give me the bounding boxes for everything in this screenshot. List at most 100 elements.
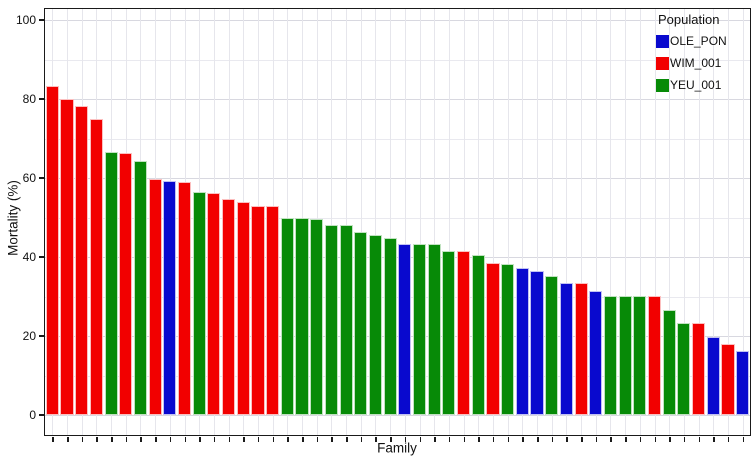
x-axis-tick — [404, 437, 407, 442]
bar-yeu_001 — [310, 218, 324, 415]
bar-wim_001 — [486, 262, 500, 415]
bar-slot — [265, 9, 280, 442]
x-axis-tick — [669, 437, 671, 442]
x-axis-tick — [683, 437, 686, 442]
x-axis-tick — [595, 437, 598, 442]
bar-yeu_001 — [677, 323, 691, 415]
legend: Population OLE_PON WIM_001 YEU_001 — [656, 8, 752, 96]
gridline-vertical — [683, 9, 685, 435]
x-axis-tick — [184, 437, 187, 442]
gridline-vertical — [463, 9, 465, 435]
x-axis-tick — [213, 437, 216, 442]
x-axis-tick — [125, 437, 128, 442]
y-axis-tick — [39, 256, 44, 258]
x-axis-tick — [67, 437, 69, 442]
x-axis-tick — [551, 437, 554, 442]
gridline-vertical — [742, 9, 744, 435]
bar-wim_001 — [177, 182, 192, 415]
y-tick-label: 80 — [22, 91, 36, 106]
bar-slot — [89, 9, 104, 442]
x-axis-tick — [419, 437, 422, 442]
legend-label: YEU_001 — [670, 78, 722, 92]
gridline-vertical — [727, 9, 729, 435]
bar-yeu_001 — [618, 296, 632, 415]
bar-slot — [60, 9, 75, 442]
x-axis-tick — [316, 437, 319, 442]
bar-wim_001 — [207, 192, 221, 415]
bar-slot — [104, 9, 119, 442]
bar-slot — [515, 9, 530, 442]
bar-ole_pon — [736, 350, 750, 415]
bar-slot — [221, 9, 236, 442]
legend-key-swatch — [656, 56, 669, 70]
legend-label: OLE_PON — [670, 34, 727, 48]
x-axis-tick — [302, 437, 304, 442]
bar-slot — [442, 9, 457, 442]
legend-label: WIM_001 — [670, 56, 722, 70]
gridline-major — [45, 20, 750, 21]
bar-slot — [677, 9, 692, 442]
gridline-major — [45, 415, 750, 416]
bar-ole_pon — [706, 336, 720, 415]
bar-yeu_001 — [339, 225, 353, 415]
bar-slot — [207, 9, 222, 442]
bar-slot — [427, 9, 442, 442]
gridline-vertical — [639, 9, 641, 435]
bar-ole_pon — [530, 270, 544, 415]
y-axis-tick — [39, 19, 44, 21]
bar-ole_pon — [559, 283, 573, 415]
x-axis-tick — [140, 437, 142, 442]
x-axis-tick — [287, 437, 289, 442]
x-axis-tick — [360, 437, 363, 442]
bar-slot — [324, 9, 339, 442]
y-tick-label: 60 — [22, 170, 36, 185]
bar-yeu_001 — [662, 309, 676, 415]
x-axis-tick — [727, 437, 730, 442]
bar-yeu_001 — [324, 225, 338, 415]
gridline-vertical — [595, 9, 597, 435]
y-axis-tick — [39, 177, 44, 179]
bar-slot — [456, 9, 471, 442]
plot-panel — [44, 8, 751, 442]
bars-container — [45, 9, 750, 442]
bar-ole_pon — [515, 267, 529, 415]
bar-ole_pon — [163, 181, 177, 415]
gridline-major — [45, 257, 750, 258]
bar-slot — [368, 9, 383, 442]
bar-slot — [721, 9, 736, 442]
bar-slot — [45, 9, 60, 442]
x-axis-tick — [434, 437, 436, 442]
y-tick-label: 20 — [22, 328, 36, 343]
bar-wim_001 — [119, 152, 133, 415]
gridline-vertical — [654, 9, 656, 435]
legend-entry: OLE_PON — [656, 30, 752, 52]
bar-slot — [706, 9, 721, 442]
bar-slot — [192, 9, 207, 442]
gridline-vertical — [698, 9, 700, 435]
bar-wim_001 — [251, 205, 265, 415]
bar-wim_001 — [692, 323, 706, 415]
x-axis-tick — [698, 437, 701, 442]
x-axis-tick — [742, 437, 745, 442]
bar-slot — [398, 9, 413, 442]
bar-slot — [412, 9, 427, 442]
bar-yeu_001 — [133, 161, 148, 415]
gridline-vertical — [346, 9, 348, 435]
x-axis-tick — [448, 437, 451, 442]
bar-yeu_001 — [603, 296, 618, 415]
gridline-vertical — [492, 9, 494, 435]
bar-wim_001 — [89, 118, 103, 415]
bar-slot — [177, 9, 192, 442]
y-axis-tick — [39, 335, 44, 337]
legend-entry: WIM_001 — [656, 52, 752, 74]
x-axis-tick — [375, 437, 377, 442]
bar-wim_001 — [148, 178, 162, 415]
bar-slot — [633, 9, 648, 442]
bar-slot — [486, 9, 501, 442]
bar-yeu_001 — [368, 234, 383, 415]
x-axis-tick — [272, 437, 275, 442]
y-tick-label: 0 — [29, 407, 36, 422]
bar-slot — [295, 9, 310, 442]
bar-slot — [353, 9, 368, 442]
bar-wim_001 — [574, 283, 588, 415]
